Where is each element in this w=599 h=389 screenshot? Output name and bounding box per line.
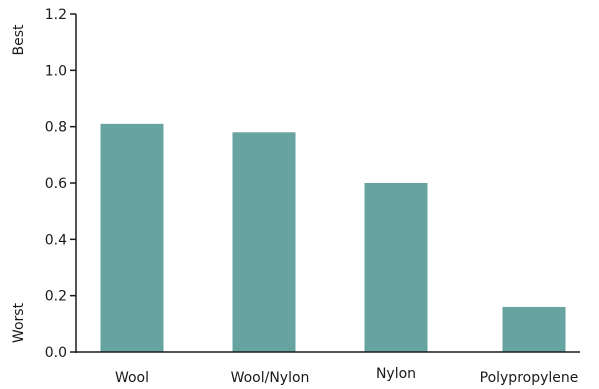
y-tick-label: 0.0 [45, 345, 67, 361]
y-tick-label: 0.8 [45, 120, 67, 136]
bar-wool-nylon [232, 132, 296, 352]
x-tick-label: Wool [115, 370, 149, 385]
y-axis-ticks: 0.0 0.2 0.4 0.6 0.8 1.0 1.2 [45, 7, 76, 361]
x-axis-tick-labels: Wool Wool/Nylon Nylon Polypropylene [115, 366, 579, 386]
y-tick-label: 1.0 [45, 63, 67, 79]
x-tick-label: Polypropylene [480, 370, 579, 385]
bar-wool [100, 123, 164, 352]
bars-group [100, 123, 566, 352]
y-tick-label: 0.2 [45, 289, 67, 305]
x-tick-label: Nylon [376, 366, 416, 382]
y-axis-label-best: Best [11, 24, 27, 56]
y-tick-label: 0.4 [45, 232, 67, 248]
x-tick-label: Wool/Nylon [231, 370, 310, 385]
bar-polypropylene [502, 306, 566, 352]
y-tick-label: 1.2 [45, 7, 67, 23]
bar-nylon [364, 183, 428, 352]
y-axis-label-worst: Worst [11, 302, 27, 343]
y-tick-label: 0.6 [45, 176, 67, 192]
